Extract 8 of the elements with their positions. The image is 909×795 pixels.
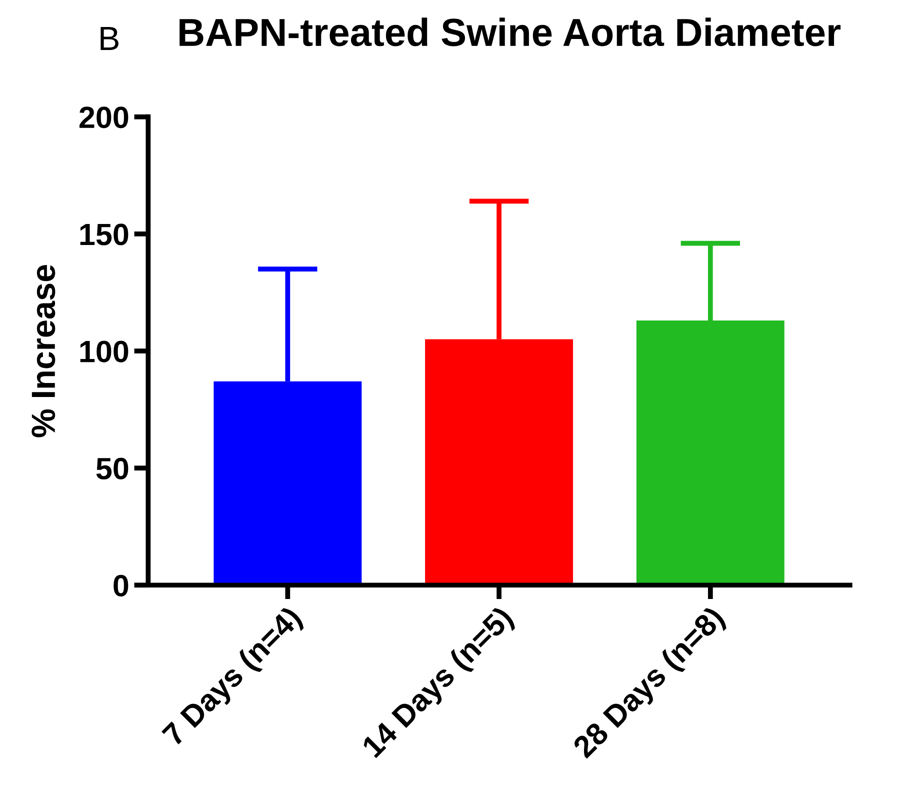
y-tick-label: 200 — [80, 106, 128, 128]
y-tick-label: 150 — [80, 224, 128, 246]
y-tick-label: 0 — [114, 574, 128, 596]
text: B — [100, 27, 118, 50]
y-axis-title: % Increase — [32, 265, 56, 438]
chart-title: BAPN-treated Swine Aorta Diameter — [180, 18, 841, 46]
y-tick-label: 100 — [80, 340, 128, 362]
y-tick-label: 50 — [96, 458, 128, 480]
